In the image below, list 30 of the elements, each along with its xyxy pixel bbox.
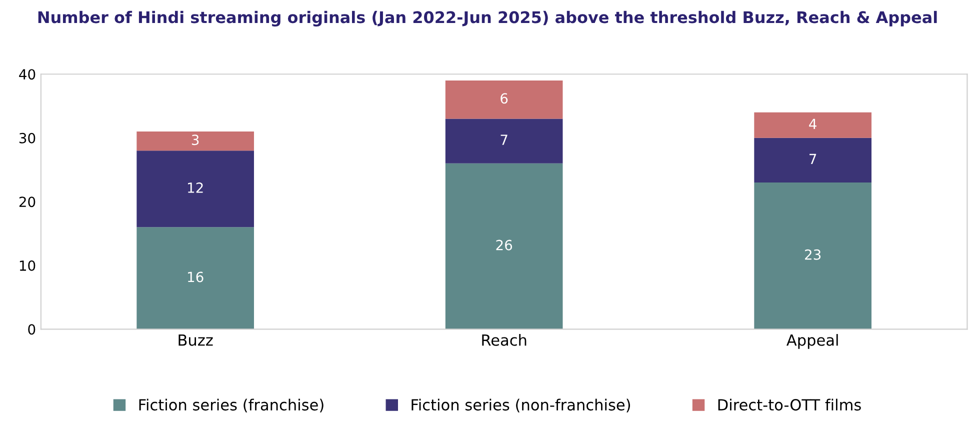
y-tick-label: 30 [19,132,36,144]
bar [445,80,563,119]
data-label: 7 [500,134,508,145]
legend-label: Direct-to-OTT films [718,398,861,411]
data-label: 7 [810,154,816,164]
bar [754,138,872,183]
chart-title: Number of Hindi streaming originals (Jan 2022-Jun 2025) above the threshold Buzz, Reach & Appeal [38,10,937,26]
bar [136,132,254,151]
y-tick-label: 40 [19,69,36,80]
data-label: 26 [496,240,512,250]
data-label: 6 [500,93,508,104]
legend-label: Fiction series (franchise) [139,398,324,412]
y-tick-label: 20 [19,196,36,208]
y-tick-label: 10 [20,260,36,271]
y-tick-label: 0 [28,324,36,335]
bar [136,227,254,330]
bar [136,150,254,228]
x-tick-label: Buzz [178,334,213,346]
bar [445,118,563,164]
data-label: 12 [188,182,203,193]
x-tick-label: Reach [482,334,526,346]
data-label: 3 [192,134,199,146]
bar [754,112,872,138]
x-tick-label: Appeal [786,334,838,349]
legend-label: Fiction series (non-franchise) [412,398,630,412]
data-label: 4 [809,118,816,129]
data-label: 23 [805,249,821,260]
bar [754,182,872,330]
data-label: 16 [188,272,204,282]
bar [445,163,563,330]
